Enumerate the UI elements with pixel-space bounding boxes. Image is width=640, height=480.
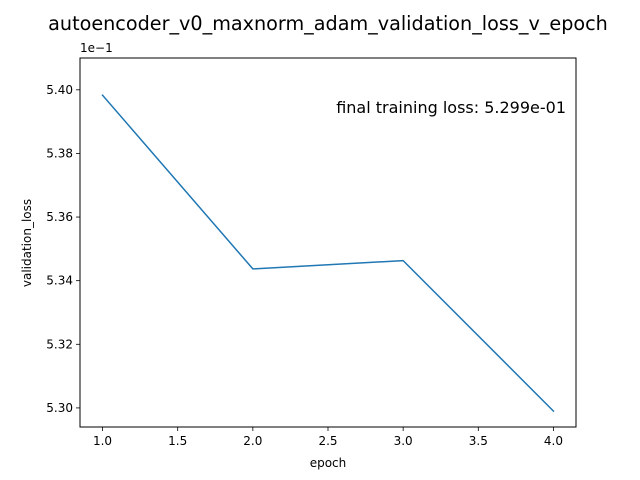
y-axis-label: validation_loss <box>20 199 34 287</box>
x-tick-label: 1.0 <box>93 434 112 448</box>
plot-area <box>101 94 555 413</box>
y-tick-label: 5.38 <box>46 146 73 160</box>
x-tick-label: 3.5 <box>469 434 488 448</box>
y-axis-ticks: 5.30 5.32 5.34 5.36 5.38 5.40 <box>46 83 80 415</box>
y-tick-label: 5.34 <box>46 274 73 288</box>
y-tick-label: 5.36 <box>46 210 73 224</box>
x-axis-label: epoch <box>310 456 347 470</box>
x-tick-label: 2.5 <box>318 434 337 448</box>
x-tick-label: 4.0 <box>544 434 563 448</box>
final-loss-annotation: final training loss: 5.299e-01 <box>336 98 566 117</box>
x-axis-ticks: 1.0 1.5 2.0 2.5 3.0 3.5 4.0 <box>93 427 563 448</box>
series-line-0 <box>101 94 555 413</box>
x-tick-label: 1.5 <box>168 434 187 448</box>
x-tick-label: 2.0 <box>243 434 262 448</box>
chart-title: autoencoder_v0_maxnorm_adam_validation_l… <box>48 12 608 35</box>
y-offset-label: 1e−1 <box>80 41 113 55</box>
y-tick-label: 5.32 <box>46 337 73 351</box>
x-tick-label: 3.0 <box>394 434 413 448</box>
y-tick-label: 5.30 <box>46 401 73 415</box>
y-tick-label: 5.40 <box>46 83 73 97</box>
